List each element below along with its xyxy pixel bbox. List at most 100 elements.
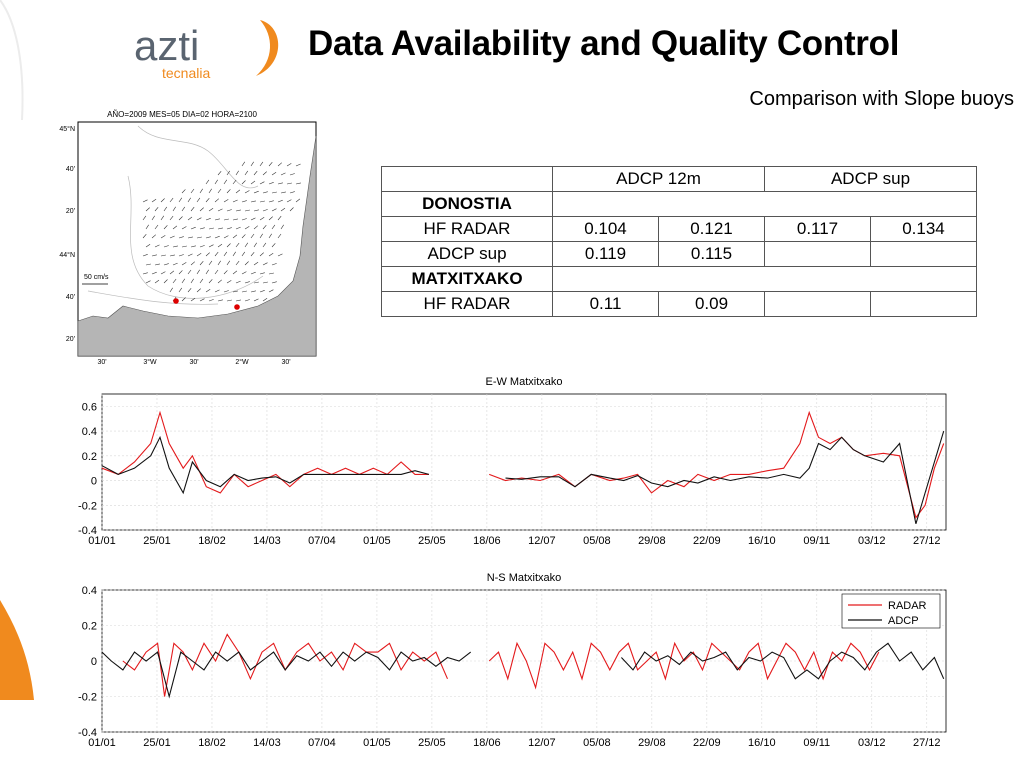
current-vector: [262, 171, 267, 176]
current-vector: [244, 299, 250, 302]
current-vector: [259, 233, 263, 239]
bathymetry-contour: [87, 290, 219, 305]
current-vector: [196, 288, 201, 293]
x-tick-label: 12/07: [528, 737, 556, 749]
lat-tick-label: 20': [66, 208, 75, 215]
current-vector: [232, 234, 238, 239]
current-vector: [172, 262, 178, 266]
current-vector: [253, 298, 259, 302]
current-vector: [172, 278, 177, 284]
current-vector: [145, 263, 151, 266]
current-vector: [262, 262, 268, 266]
current-vector: [268, 272, 274, 275]
lat-tick-label: 20': [66, 336, 75, 343]
current-vector: [226, 280, 232, 284]
current-vector: [199, 261, 204, 266]
current-vector: [187, 216, 193, 221]
section-label: DONOSTIA: [381, 191, 553, 217]
current-vector: [160, 254, 166, 257]
current-vector: [289, 191, 295, 194]
current-vector: [178, 216, 183, 221]
series-line-adcp: [101, 430, 945, 524]
bathymetry-contour: [137, 125, 259, 189]
buoy-marker-donostia: [234, 304, 240, 310]
table-cell: 0.121: [658, 216, 765, 242]
current-vector: [286, 199, 292, 203]
row-label: HF RADAR: [381, 216, 553, 242]
x-tick-label: 03/12: [858, 535, 886, 547]
current-vector: [190, 278, 194, 284]
current-vector: [214, 198, 219, 203]
x-tick-label: 07/04: [308, 737, 336, 749]
page-title: Data Availability and Quality Control: [308, 24, 900, 63]
current-vector: [277, 162, 282, 167]
current-vector: [217, 188, 222, 194]
current-vector: [241, 271, 247, 275]
current-vector: [250, 217, 256, 221]
current-vector: [241, 290, 247, 293]
current-vector: [178, 270, 183, 275]
current-vector: [268, 233, 272, 239]
lon-tick-label: 2°W: [235, 358, 249, 366]
current-vector: [244, 226, 250, 230]
current-vector: [217, 299, 223, 302]
current-vector: [217, 227, 223, 230]
current-vector: [181, 278, 186, 284]
current-vector: [151, 198, 157, 203]
current-vector: [190, 297, 196, 302]
current-vector: [232, 218, 238, 221]
current-vector: [262, 242, 267, 248]
current-vector: [208, 299, 214, 302]
legend-box: [841, 593, 941, 629]
y-tick-label: 0.4: [82, 426, 97, 438]
current-vector: [169, 270, 175, 275]
current-vector: [181, 262, 187, 266]
current-vector: [199, 298, 205, 302]
current-vector: [217, 208, 223, 212]
current-vector: [208, 188, 212, 194]
current-vector: [154, 207, 159, 212]
current-vector: [280, 172, 286, 176]
current-vector: [286, 163, 292, 167]
current-vector: [199, 188, 203, 194]
chart-title: E-W Matxitxako: [485, 376, 562, 388]
y-tick-label: 0: [91, 476, 97, 488]
current-vector: [214, 289, 220, 293]
current-vector: [205, 269, 209, 275]
decorative-arc: [0, 0, 24, 120]
current-vector: [250, 252, 255, 257]
x-tick-label: 16/10: [748, 535, 776, 547]
buoy-marker-matxitxako: [173, 298, 179, 304]
current-vector: [241, 251, 246, 257]
current-vector: [262, 191, 268, 194]
current-vector: [223, 235, 229, 239]
current-vector: [172, 225, 178, 230]
current-vector: [190, 245, 196, 248]
current-vector: [250, 233, 255, 239]
lon-tick-label: 30': [189, 359, 198, 366]
current-vector: [196, 269, 200, 275]
current-vector: [178, 236, 184, 239]
current-vector: [289, 207, 294, 212]
x-tick-label: 29/08: [638, 535, 666, 547]
current-vector: [160, 215, 165, 221]
current-vector: [169, 215, 174, 221]
current-vector: [178, 287, 183, 293]
current-vector: [280, 191, 286, 194]
bathymetry-contour: [127, 175, 264, 299]
current-vector: [172, 245, 178, 248]
current-vector: [217, 171, 222, 176]
x-tick-label: 27/12: [913, 737, 941, 749]
current-vector: [187, 269, 192, 275]
table-row: DONOSTIA: [381, 191, 977, 217]
current-vector: [214, 218, 220, 221]
current-vector: [295, 182, 301, 185]
current-vector: [196, 217, 202, 221]
table-cell: 0.11: [552, 291, 659, 317]
current-vector: [163, 225, 168, 230]
map-latitude-labels: 45°N 40' 20' 44°N 40' 20': [59, 125, 75, 343]
current-vector: [235, 299, 241, 302]
current-vector: [295, 163, 301, 167]
current-vector: [205, 179, 210, 185]
row-label: ADCP sup: [381, 241, 553, 267]
